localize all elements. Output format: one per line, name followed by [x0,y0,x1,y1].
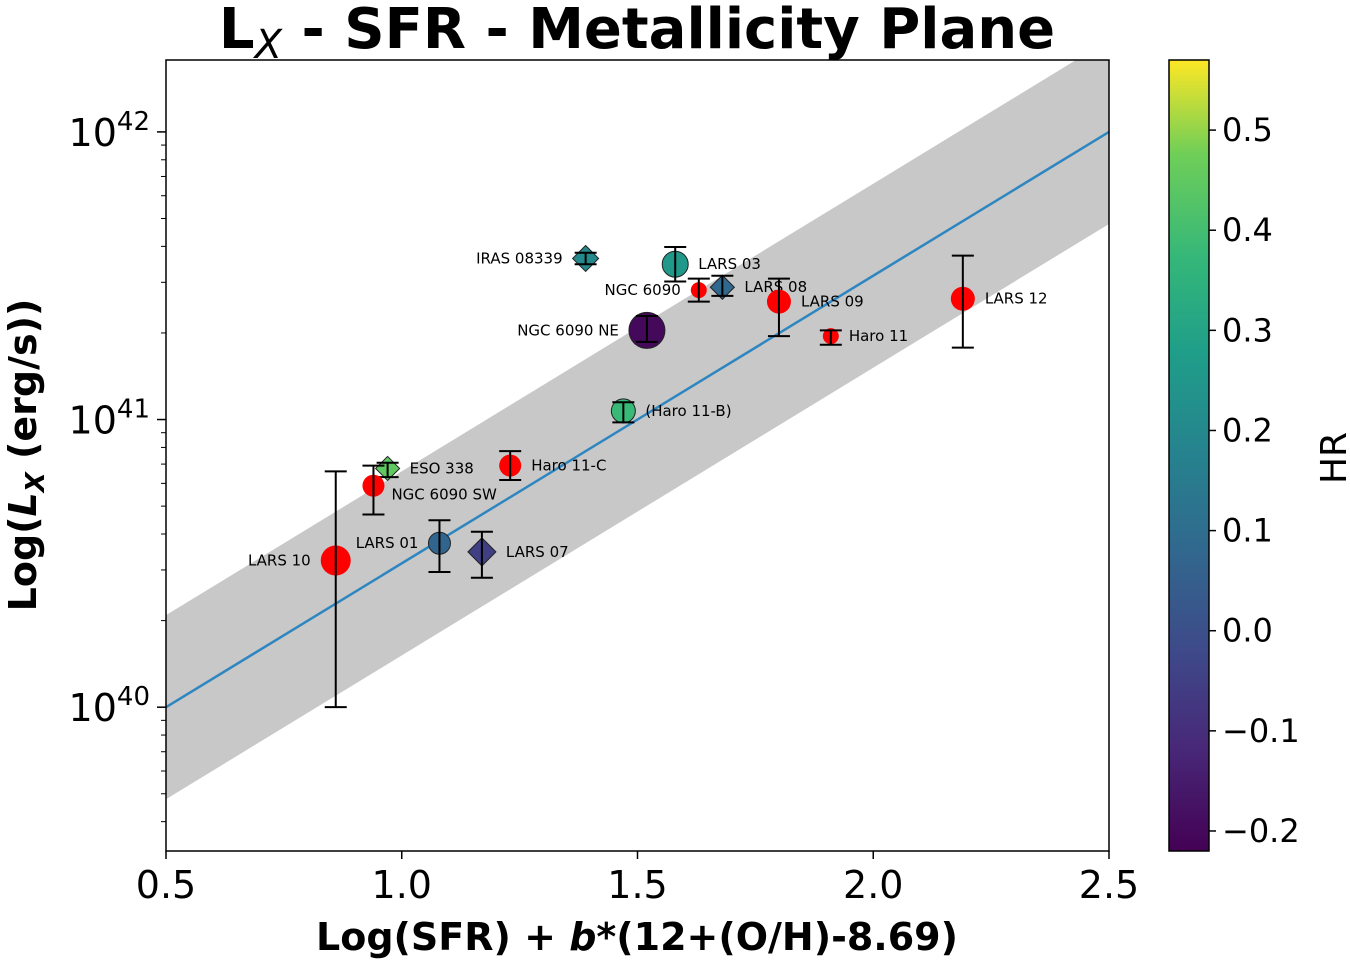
x-tick-label: 1.0 [372,863,432,907]
x-tick-label: 2.5 [1079,863,1139,907]
colorbar-tick-label: 0.4 [1222,211,1273,249]
data-point: LARS 03 [661,245,761,283]
colorbar-tick-label: 0.2 [1222,411,1273,449]
x-axis-label: Log(SFR) + b*(12+(O/H)-8.69) [316,915,958,959]
point-label: LARS 09 [801,293,864,311]
colorbar-tick-label: 0.3 [1222,311,1273,349]
chart-title: LX - SFR - Metallicity Plane [219,0,1055,68]
data-point: LARS 07 [467,530,569,579]
colorbar-tick-label: −0.2 [1222,812,1300,850]
point-label: LARS 01 [356,534,419,552]
x-tick-label: 0.5 [136,863,196,907]
point-label: Haro 11 [849,327,908,345]
y-tick-label: 1041 [69,395,150,443]
data-point: NGC 6090 NE [517,311,666,349]
data-point: LARS 09 [766,277,864,338]
colorbar-tick-label: −0.1 [1222,712,1300,750]
data-point: ESO 338 [374,455,474,482]
colorbar [1168,59,1210,852]
relation-line [166,130,1109,709]
data-point: LARS 08 [709,274,807,300]
point-label: IRAS 08339 [476,249,563,267]
point-label: ESO 338 [410,459,474,477]
point-label: Haro 11-C [531,457,606,475]
point-label: NGC 6090 NE [517,321,619,339]
x-tick-label: 1.5 [607,863,667,907]
point-label: LARS 12 [985,290,1048,308]
point-label: LARS 03 [698,255,761,273]
data-point: NGC 6090 SW [362,464,497,516]
point-label: NGC 6090 SW [391,486,497,504]
colorbar-ticks: −0.2 −0.1 0.0 0.1 0.2 0.3 0.4 0.5 [1209,111,1300,850]
data-point: LARS 10 [248,470,351,709]
data-point: IRAS 08339 [476,244,600,273]
x-axis-ticks: 0.5 1.0 1.5 2.0 2.5 [136,851,1139,907]
point-label: LARS 08 [744,278,807,296]
colorbar-label: HR [1314,432,1350,484]
data-point: Haro 11-C [499,450,606,481]
y-tick-label: 1040 [69,682,150,730]
data-point: NGC 6090 [605,277,710,303]
y-tick-label: 1042 [69,107,150,155]
data-point: LARS 12 [950,254,1048,349]
data-point: Haro 11 [819,327,908,346]
point-label: LARS 07 [506,543,569,561]
data-point: LARS 01 [356,519,451,573]
data-point: (Haro 11-B) [610,398,732,424]
point-label: LARS 10 [248,551,311,569]
data-points: IRAS 08339 LARS 03 NGC 6090 LARS 08 NGC 6090… [248,244,1048,709]
colorbar-tick-label: 0.0 [1222,612,1273,650]
scatter-band [166,60,1109,800]
colorbar-tick-label: 0.5 [1222,111,1273,149]
y-axis-ticks: 1040 1041 1042 [69,107,166,823]
point-label: NGC 6090 [605,281,681,299]
point-label: (Haro 11-B) [645,402,731,420]
y-axis-label: Log(LX (erg/s)) [1,299,51,612]
plot-area [166,60,1109,800]
x-tick-label: 2.0 [843,863,903,907]
colorbar-tick-label: 0.1 [1222,512,1273,550]
